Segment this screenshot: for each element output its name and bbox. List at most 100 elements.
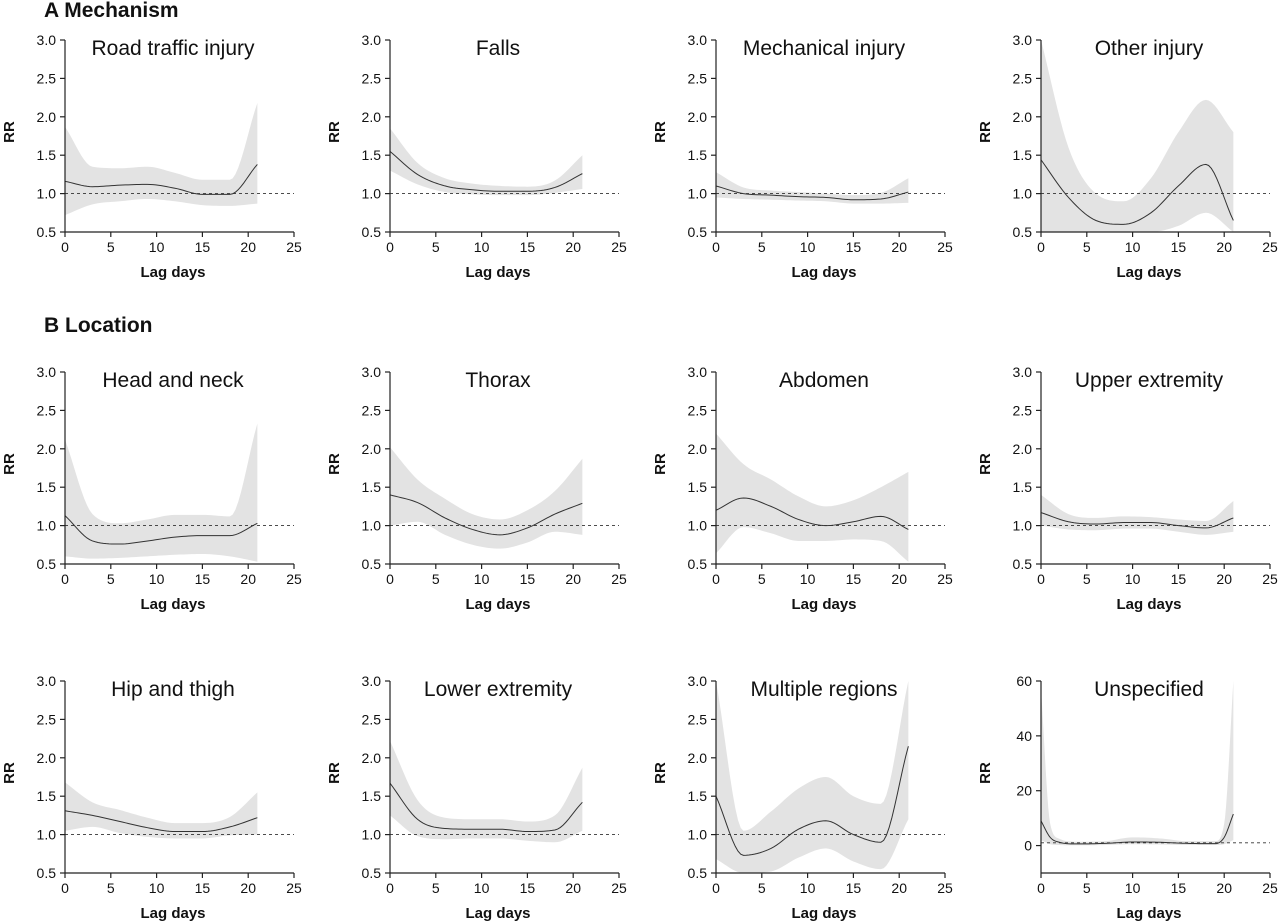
x-tick-label: 20 — [240, 880, 256, 896]
x-tick-label: 0 — [712, 239, 720, 255]
y-tick-label: 2.0 — [688, 109, 708, 125]
chart-title: Lower extremity — [424, 678, 573, 701]
chart-title: Other injury — [1095, 37, 1204, 60]
x-tick-label: 15 — [1171, 239, 1187, 255]
x-tick-label: 10 — [800, 239, 816, 255]
chart-title: Upper extremity — [1075, 369, 1224, 392]
y-tick-label: 2.5 — [37, 70, 57, 86]
y-tick-label: 2.0 — [688, 441, 708, 457]
x-tick-label: 15 — [520, 880, 536, 896]
x-tick-label: 0 — [386, 571, 394, 587]
x-tick-label: 15 — [1171, 880, 1187, 896]
y-axis-title: RR — [977, 762, 994, 784]
y-tick-label: 1.0 — [37, 518, 57, 534]
y-tick-label: 1.5 — [1013, 147, 1033, 163]
x-tick-label: 25 — [286, 880, 302, 896]
chart-title: Falls — [476, 37, 520, 60]
x-tick-label: 15 — [195, 880, 211, 896]
y-tick-label: 2.5 — [688, 711, 708, 727]
x-axis-title: Lag days — [1116, 596, 1181, 613]
y-tick-label: 2.0 — [688, 750, 708, 766]
y-tick-label: 3.0 — [362, 32, 382, 48]
y-tick-label: 1.5 — [362, 147, 382, 163]
x-tick-label: 20 — [240, 571, 256, 587]
chart-title: Unspecified — [1094, 678, 1204, 701]
y-axis-title: RR — [652, 762, 669, 784]
x-tick-label: 0 — [712, 880, 720, 896]
y-tick-label: 2.0 — [1013, 109, 1033, 125]
y-axis-title: RR — [326, 121, 343, 143]
y-tick-label: 1.0 — [688, 827, 708, 843]
x-tick-label: 25 — [286, 239, 302, 255]
chart-title: Head and neck — [102, 369, 244, 392]
x-axis-title: Lag days — [791, 264, 856, 281]
x-tick-label: 5 — [1083, 239, 1091, 255]
x-tick-label: 10 — [800, 880, 816, 896]
x-tick-label: 5 — [758, 880, 766, 896]
x-tick-label: 5 — [758, 239, 766, 255]
rr-curve — [1041, 813, 1234, 845]
x-axis-title: Lag days — [140, 596, 205, 613]
y-tick-label: 2.5 — [362, 402, 382, 418]
y-tick-label: 2.5 — [37, 402, 57, 418]
y-tick-label: 3.0 — [37, 32, 57, 48]
y-axis-title: RR — [652, 121, 669, 143]
confidence-band — [716, 172, 909, 204]
x-tick-label: 20 — [565, 239, 581, 255]
x-tick-label: 25 — [611, 239, 627, 255]
x-tick-label: 5 — [432, 239, 440, 255]
x-tick-label: 0 — [1037, 239, 1045, 255]
y-tick-label: 1.5 — [688, 147, 708, 163]
rr-curve — [65, 810, 258, 833]
y-tick-label: 60 — [1016, 673, 1032, 689]
y-tick-label: 1.0 — [688, 186, 708, 202]
y-tick-label: 1.5 — [362, 479, 382, 495]
section-title-mechanism: A Mechanism — [44, 0, 179, 22]
y-tick-label: 1.5 — [362, 788, 382, 804]
rr-curve — [1041, 512, 1234, 529]
y-tick-label: 2.5 — [688, 70, 708, 86]
x-tick-label: 5 — [1083, 571, 1091, 587]
x-tick-label: 15 — [846, 880, 862, 896]
x-tick-label: 15 — [1171, 571, 1187, 587]
x-tick-label: 5 — [107, 571, 115, 587]
y-tick-label: 0.5 — [1013, 224, 1033, 240]
x-tick-label: 0 — [1037, 571, 1045, 587]
x-tick-label: 5 — [107, 239, 115, 255]
chart-title: Multiple regions — [750, 678, 897, 701]
y-tick-label: 1.0 — [1013, 186, 1033, 202]
y-tick-label: 2.5 — [37, 711, 57, 727]
x-tick-label: 0 — [1037, 880, 1045, 896]
x-tick-label: 5 — [758, 571, 766, 587]
x-tick-label: 15 — [195, 571, 211, 587]
rr-curve — [390, 782, 583, 833]
x-tick-label: 5 — [432, 880, 440, 896]
x-tick-label: 20 — [1216, 880, 1232, 896]
y-tick-label: 3.0 — [37, 364, 57, 380]
x-tick-label: 25 — [611, 880, 627, 896]
section-title-location: B Location — [44, 314, 153, 337]
y-tick-label: 2.0 — [362, 441, 382, 457]
x-tick-label: 5 — [1083, 880, 1091, 896]
confidence-band — [390, 447, 583, 549]
y-tick-label: 1.5 — [688, 479, 708, 495]
y-tick-label: 2.0 — [37, 109, 57, 125]
x-tick-label: 15 — [195, 239, 211, 255]
x-axis-title: Lag days — [1116, 264, 1181, 281]
x-tick-label: 10 — [1125, 880, 1141, 896]
y-axis-title: RR — [652, 453, 669, 475]
x-axis-title: Lag days — [140, 264, 205, 281]
y-tick-label: 0.5 — [688, 224, 708, 240]
y-tick-label: 1.5 — [37, 147, 57, 163]
confidence-band — [65, 102, 258, 216]
x-tick-label: 0 — [386, 880, 394, 896]
rr-curve — [390, 494, 583, 536]
y-tick-label: 2.5 — [1013, 402, 1033, 418]
y-tick-label: 0.5 — [362, 556, 382, 572]
y-tick-label: 3.0 — [362, 364, 382, 380]
x-axis-title: Lag days — [465, 264, 530, 281]
y-tick-label: 1.0 — [37, 186, 57, 202]
y-tick-label: 2.0 — [37, 441, 57, 457]
y-tick-label: 1.5 — [37, 479, 57, 495]
